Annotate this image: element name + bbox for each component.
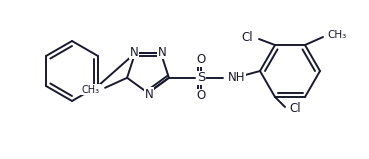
Text: O: O	[196, 89, 206, 102]
Text: N: N	[158, 46, 166, 59]
Text: CH₃: CH₃	[327, 30, 346, 40]
Text: O: O	[196, 53, 206, 66]
Text: NH: NH	[228, 71, 245, 84]
Text: S: S	[197, 71, 205, 84]
Text: N: N	[130, 46, 138, 59]
Text: N: N	[145, 87, 154, 100]
Text: Cl: Cl	[241, 31, 253, 44]
Text: Cl: Cl	[289, 103, 301, 115]
Text: CH₃: CH₃	[82, 85, 100, 95]
